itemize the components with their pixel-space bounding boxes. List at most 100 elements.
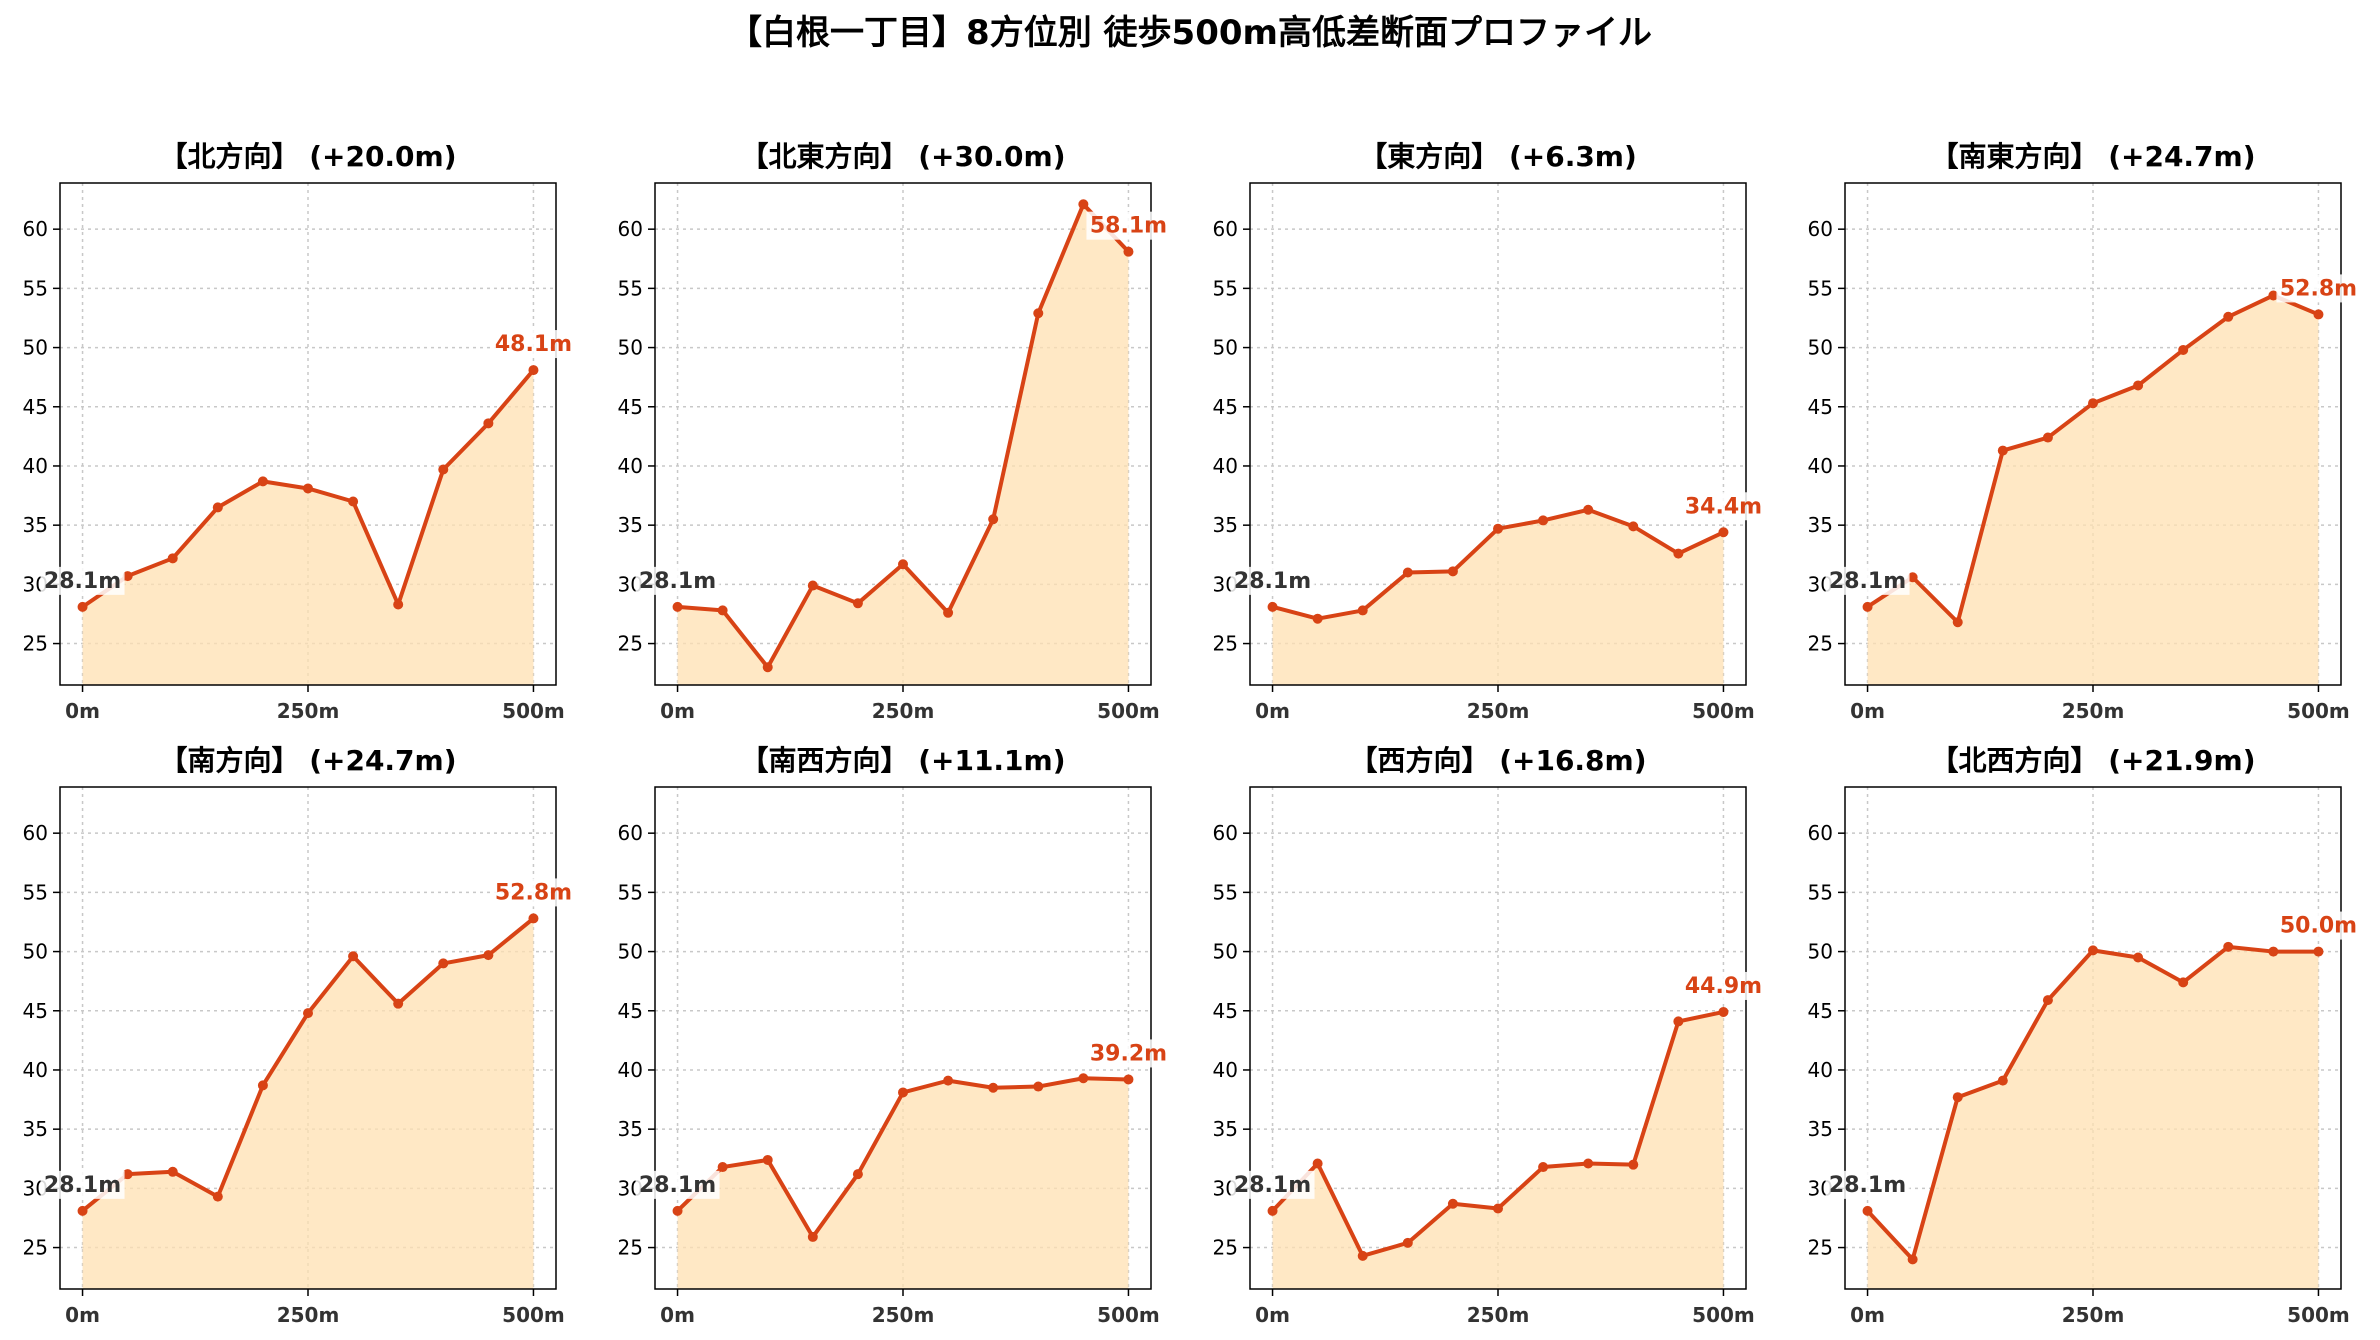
elevation-point: [1628, 1159, 1639, 1170]
end-elevation-label: 48.1m: [495, 332, 572, 357]
start-elevation-label: 28.1m: [639, 569, 716, 594]
y-tick-label: 60: [618, 217, 643, 241]
elevation-point: [1123, 246, 1134, 257]
panel-title: 【南西方向】 (+11.1m): [740, 744, 1065, 777]
end-elevation-label: 34.4m: [1685, 494, 1762, 519]
y-tick-label: 50: [618, 940, 643, 964]
y-tick-label: 60: [23, 217, 48, 241]
y-tick-label: 60: [1808, 821, 1833, 845]
y-tick-label: 50: [1808, 940, 1833, 964]
y-tick-label: 25: [618, 1236, 643, 1260]
start-label-background: [1825, 1170, 1910, 1199]
panel-title: 【南東方向】 (+24.7m): [1930, 140, 2255, 173]
start-elevation-label: 28.1m: [1829, 1173, 1906, 1198]
elevation-point: [528, 913, 539, 924]
y-tick-label: 35: [1808, 1117, 1833, 1141]
elevation-point: [1033, 308, 1044, 319]
elevation-point: [348, 951, 359, 962]
y-tick-label: 50: [1213, 940, 1238, 964]
elevation-area: [82, 918, 534, 1289]
y-tick-label: 35: [23, 1117, 48, 1141]
elevation-point: [212, 502, 223, 513]
y-tick-label: 45: [1808, 395, 1833, 419]
elevation-point: [1907, 1254, 1918, 1265]
y-tick-label: 50: [1213, 336, 1238, 360]
x-tick-label: 500m: [502, 699, 565, 723]
end-label-background: [1086, 211, 1171, 240]
elevation-point: [762, 1154, 773, 1165]
start-label-background: [1825, 566, 1910, 595]
elevation-area: [677, 204, 1129, 685]
elevation-point: [1357, 1250, 1368, 1261]
elevation-area: [1272, 1011, 1724, 1289]
y-tick-label: 40: [1808, 1058, 1833, 1082]
y-tick-label: 35: [1808, 513, 1833, 537]
y-tick-label: 55: [23, 880, 48, 904]
y-tick-label: 40: [618, 454, 643, 478]
x-tick-label: 500m: [502, 1303, 565, 1327]
end-label-background: [1086, 1039, 1171, 1068]
elevation-point: [167, 1166, 178, 1177]
y-tick-label: 25: [1213, 1236, 1238, 1260]
x-tick-label: 500m: [1097, 699, 1160, 723]
start-label-background: [1230, 1170, 1315, 1199]
elevation-point: [483, 950, 494, 961]
elevation-area: [1272, 509, 1724, 685]
x-tick-label: 0m: [660, 699, 695, 723]
y-tick-label: 50: [1808, 336, 1833, 360]
elevation-point: [1718, 527, 1729, 538]
panel-title: 【東方向】 (+6.3m): [1359, 140, 1637, 173]
y-tick-label: 45: [1808, 999, 1833, 1023]
elevation-point: [2178, 977, 2189, 988]
y-tick-label: 45: [23, 395, 48, 419]
start-label-background: [40, 566, 125, 595]
elevation-point: [1078, 199, 1089, 210]
x-tick-label: 250m: [2062, 1303, 2125, 1327]
elevation-point: [1997, 1075, 2008, 1086]
elevation-point: [77, 1205, 88, 1216]
elevation-point: [943, 607, 954, 618]
x-tick-label: 500m: [1692, 1303, 1755, 1327]
y-tick-label: 55: [1213, 880, 1238, 904]
end-elevation-label: 58.1m: [1090, 214, 1167, 239]
elevation-point: [807, 1231, 818, 1242]
elevation-area: [1867, 295, 2319, 685]
y-tick-label: 25: [23, 632, 48, 656]
y-tick-label: 40: [23, 454, 48, 478]
start-elevation-label: 28.1m: [44, 1173, 121, 1198]
elevation-area: [677, 1078, 1129, 1289]
elevation-point: [303, 1008, 313, 1019]
y-tick-label: 55: [1808, 276, 1833, 300]
y-tick-label: 25: [1808, 632, 1833, 656]
x-tick-label: 250m: [2062, 699, 2125, 723]
start-label-background: [1230, 566, 1315, 595]
elevation-point: [852, 598, 863, 609]
y-tick-label: 40: [1213, 454, 1238, 478]
x-tick-label: 500m: [2287, 699, 2350, 723]
y-tick-label: 25: [1808, 1236, 1833, 1260]
y-tick-label: 60: [1213, 821, 1238, 845]
x-tick-label: 250m: [872, 699, 935, 723]
elevation-point: [393, 998, 404, 1009]
elevation-point: [898, 559, 908, 570]
start-elevation-label: 28.1m: [1234, 1173, 1311, 1198]
elevation-point: [438, 464, 449, 475]
elevation-point: [1447, 566, 1458, 577]
y-tick-label: 55: [23, 276, 48, 300]
elevation-point: [988, 514, 999, 525]
end-label-background: [2276, 911, 2361, 940]
y-tick-label: 25: [1213, 632, 1238, 656]
y-tick-label: 40: [1213, 1058, 1238, 1082]
elevation-point: [672, 601, 683, 612]
elevation-point: [2223, 941, 2234, 952]
x-tick-label: 250m: [1467, 1303, 1530, 1327]
end-label-background: [491, 330, 576, 359]
end-elevation-label: 52.8m: [495, 880, 572, 905]
elevation-point: [2088, 945, 2098, 956]
elevation-point: [852, 1169, 863, 1180]
elevation-point: [1907, 572, 1918, 583]
elevation-point: [1357, 605, 1368, 616]
y-tick-label: 35: [23, 513, 48, 537]
end-elevation-label: 50.0m: [2280, 914, 2357, 939]
